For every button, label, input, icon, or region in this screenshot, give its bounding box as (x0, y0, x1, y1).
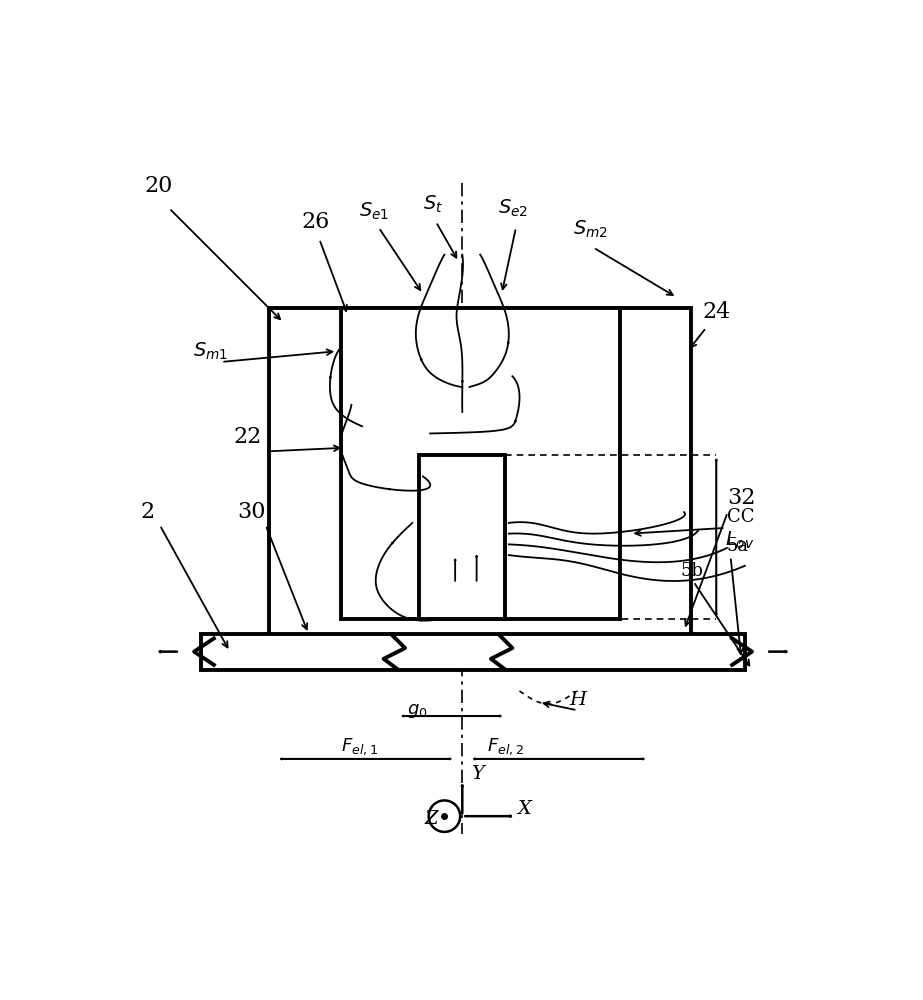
Text: $S_{e1}$: $S_{e1}$ (358, 201, 389, 222)
Text: 2: 2 (140, 501, 154, 523)
Text: CC: CC (727, 508, 754, 526)
Text: 22: 22 (234, 426, 261, 448)
Bar (419, 455, 505, 619)
Text: 5b: 5b (680, 562, 703, 580)
Bar (341, 308, 619, 619)
Bar (270, 308, 691, 644)
Text: 24: 24 (701, 301, 730, 323)
Text: Y: Y (471, 765, 484, 783)
Text: H: H (569, 691, 587, 709)
Text: $F_{el,2}$: $F_{el,2}$ (487, 736, 524, 757)
Text: $S_{e2}$: $S_{e2}$ (498, 198, 528, 219)
Text: $L_{ov}$: $L_{ov}$ (725, 530, 754, 551)
Text: $S_{m1}$: $S_{m1}$ (193, 341, 228, 362)
Text: X: X (518, 800, 532, 818)
Text: 32: 32 (727, 487, 755, 509)
Bar (419, 466, 505, 619)
Text: $S_t$: $S_t$ (423, 194, 443, 215)
Text: 26: 26 (301, 211, 330, 233)
Text: $g_0$: $g_0$ (407, 702, 428, 720)
Text: 30: 30 (237, 501, 266, 523)
Text: 20: 20 (144, 175, 173, 197)
Text: 5a: 5a (727, 537, 749, 555)
Text: $F_{el,1}$: $F_{el,1}$ (341, 736, 378, 757)
Text: $S_{m2}$: $S_{m2}$ (573, 219, 608, 240)
Text: Z: Z (425, 810, 438, 828)
Bar (201, 634, 745, 670)
